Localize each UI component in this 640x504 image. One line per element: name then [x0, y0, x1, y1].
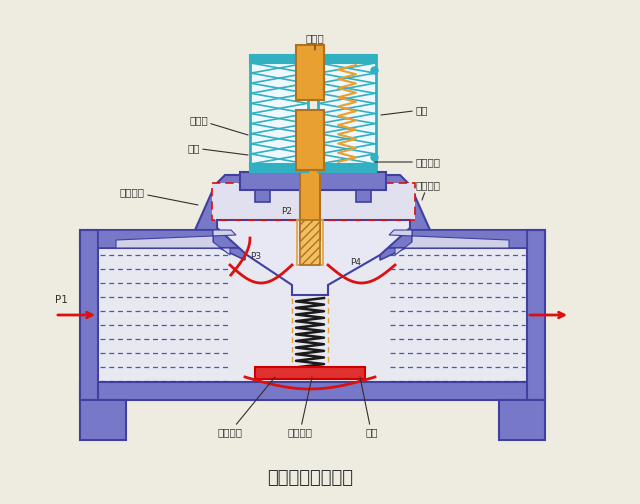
Text: 定铁心: 定铁心 [306, 33, 324, 50]
Text: 管道联系式电磁阀: 管道联系式电磁阀 [267, 469, 353, 487]
Bar [318, 164, 376, 172]
Bar [296, 110, 324, 170]
Bar [318, 55, 376, 63]
Text: 泄压孔道: 泄压孔道 [415, 180, 440, 200]
Polygon shape [98, 230, 245, 260]
Bar [212, 183, 415, 220]
Bar [80, 382, 545, 400]
Bar [300, 220, 320, 265]
Bar [250, 164, 308, 172]
Polygon shape [380, 230, 527, 260]
Bar [255, 367, 365, 379]
Bar [98, 248, 527, 382]
Text: 主阀阀座: 主阀阀座 [218, 377, 275, 437]
Polygon shape [116, 230, 236, 255]
Text: 平衡孔道: 平衡孔道 [120, 187, 198, 205]
Polygon shape [217, 220, 410, 295]
Bar [297, 220, 323, 265]
Bar [499, 400, 545, 440]
Text: 导阀阀座: 导阀阀座 [374, 157, 440, 167]
Text: P2: P2 [281, 207, 292, 216]
Bar [80, 230, 98, 400]
Text: 膜片: 膜片 [360, 377, 378, 437]
Text: 弹簧: 弹簧 [381, 105, 428, 115]
Text: P3: P3 [250, 252, 261, 261]
Text: 主阀阀芯: 主阀阀芯 [287, 377, 312, 437]
Polygon shape [389, 230, 509, 255]
Text: 动铁心: 动铁心 [189, 115, 248, 135]
Bar [212, 183, 415, 220]
Text: P1: P1 [55, 295, 68, 305]
Bar [240, 172, 386, 190]
Bar [250, 55, 308, 63]
Bar [300, 165, 320, 240]
Polygon shape [195, 175, 430, 230]
Bar [527, 230, 545, 400]
Bar [250, 55, 308, 172]
Bar [255, 190, 270, 202]
Bar [318, 55, 376, 172]
Text: 线圈: 线圈 [188, 143, 248, 155]
Bar [296, 45, 324, 100]
Bar [356, 190, 371, 202]
Bar [80, 400, 126, 440]
Text: P4: P4 [350, 258, 361, 267]
Bar [80, 230, 545, 248]
